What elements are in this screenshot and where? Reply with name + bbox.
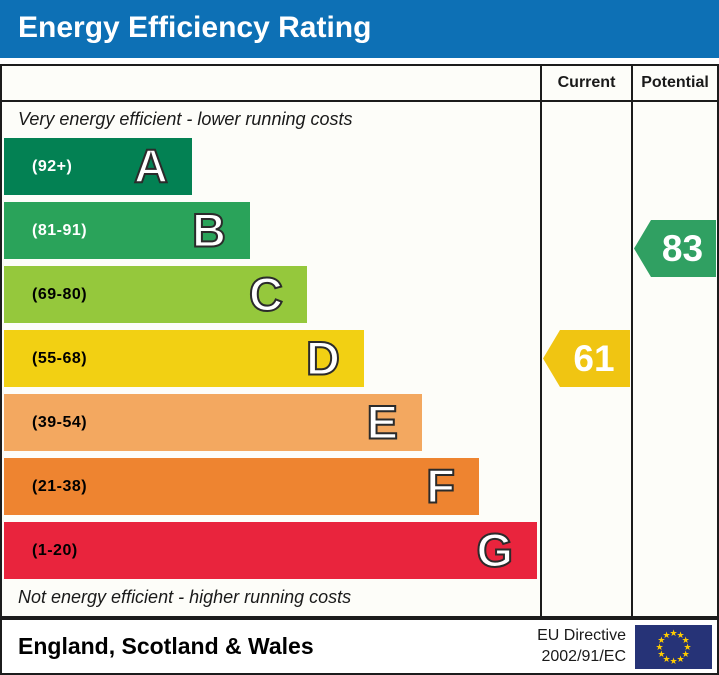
eu-flag-star: ★ — [683, 641, 692, 652]
eu-flag-star: ★ — [669, 655, 678, 666]
footer-bar: England, Scotland & Wales EU Directive 2… — [0, 618, 719, 675]
eu-flag-star: ★ — [681, 634, 690, 645]
eu-directive-line2: 2002/91/EC — [541, 647, 626, 665]
band-range: (21-38) — [32, 477, 88, 495]
potential-rating-value: 83 — [661, 227, 704, 269]
band-letter: B — [191, 202, 227, 257]
band-row-c: (69-80) C — [4, 266, 307, 323]
band-letter: G — [475, 522, 514, 577]
header-divider — [2, 100, 717, 102]
band-range: (81-91) — [32, 221, 88, 239]
potential-rating-arrow: 83 — [634, 220, 716, 277]
top-note: Very energy efficient - lower running co… — [18, 109, 353, 129]
band-letter: D — [305, 330, 341, 385]
column-header-potential: Potential — [641, 74, 709, 91]
band-row-e: (39-54) E — [4, 394, 422, 451]
column-divider-potential — [631, 66, 633, 616]
band-letter: E — [366, 394, 399, 449]
column-divider-current — [540, 66, 542, 616]
band-row-f: (21-38) F — [4, 458, 479, 515]
band-letter: A — [133, 138, 169, 193]
eu-directive-label: EU Directive 2002/91/EC — [537, 626, 626, 668]
eu-flag-star: ★ — [662, 629, 671, 640]
current-rating-arrow: 61 — [543, 330, 630, 387]
eu-flag-star: ★ — [681, 648, 690, 659]
eu-flag-star: ★ — [669, 627, 678, 638]
eu-flag-star: ★ — [655, 641, 664, 652]
eu-flag-star: ★ — [676, 629, 685, 640]
title-bar: Energy Efficiency Rating — [0, 0, 719, 58]
band-row-d: (55-68) D — [4, 330, 364, 387]
eu-directive-line1: EU Directive — [537, 626, 626, 644]
band-row-a: (92+) A — [4, 138, 192, 195]
page-title: Energy Efficiency Rating — [18, 11, 372, 44]
band-letter: C — [248, 266, 284, 321]
eu-flag-star: ★ — [676, 653, 685, 664]
eu-flag-star: ★ — [657, 648, 666, 659]
band-range: (69-80) — [32, 285, 88, 303]
eu-flag-star: ★ — [662, 653, 671, 664]
eu-flag-icon: ★ ★ ★ ★ ★ ★ ★ ★ ★ ★ ★ ★ — [635, 624, 712, 669]
rating-table: Current Potential Very energy efficient … — [0, 64, 719, 618]
band-range: (1-20) — [32, 541, 78, 559]
eu-flag-star: ★ — [657, 634, 666, 645]
band-letter: F — [425, 458, 456, 513]
footer-region-label: England, Scotland & Wales — [18, 633, 314, 659]
band-row-b: (81-91) B — [4, 202, 250, 259]
band-row-g: (1-20) G — [4, 522, 537, 579]
band-range: (39-54) — [32, 413, 88, 431]
band-range: (55-68) — [32, 349, 88, 367]
bottom-note: Not energy efficient - higher running co… — [18, 587, 352, 607]
current-rating-value: 61 — [573, 337, 615, 379]
column-header-current: Current — [557, 74, 616, 91]
band-range: (92+) — [32, 157, 73, 175]
